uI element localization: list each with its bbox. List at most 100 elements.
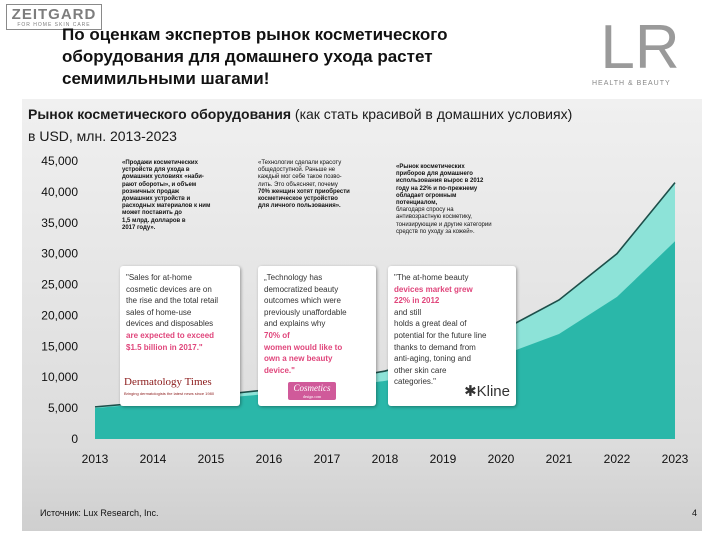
page-number: 4 <box>692 508 698 518</box>
card-line: thanks to demand from <box>394 342 476 352</box>
lr-logo-text: LR <box>600 13 679 72</box>
quote-note-ru: «Рынок косметических приборов для домашне… <box>396 164 520 236</box>
lr-subtitle: HEALTH & BEAUTY <box>592 80 671 87</box>
note-line: домашних условиях «наби- <box>122 174 204 181</box>
card-line: "The at-home beauty <box>394 273 469 282</box>
x-tick-label: 2018 <box>372 452 399 466</box>
quote-note-ru: «Продажи косметических устройств для уход… <box>122 160 240 232</box>
brand-name: Kline <box>476 383 510 401</box>
card-line: potential for the future line <box>394 330 487 340</box>
y-tick-label: 45,000 <box>41 154 78 168</box>
card-highlight-line: are expected to exceed <box>126 330 215 340</box>
note-line: каждый мог себе такое позво- <box>258 174 342 181</box>
note-line: лить. Это объясняет, почему <box>258 181 338 188</box>
brand-tagline: design.com <box>302 394 322 399</box>
logo-text: ZEITGARD <box>11 6 97 23</box>
note-line: благодаря спросу на <box>396 207 454 214</box>
dermatology-times-logo: Dermatology Times Bringing dermatologist… <box>124 375 216 400</box>
card-line: "Sales for at-home <box>126 273 192 282</box>
x-tick-label: 2014 <box>140 452 167 466</box>
card-line: devices and disposables <box>126 319 214 329</box>
note-line: «Технологии сделали красоту <box>258 160 342 166</box>
card-highlight-line: 22% in 2012 <box>394 296 440 306</box>
card-text: "The at-home beauty devices market grew 22… <box>394 272 510 388</box>
note-line: «Продажи косметических <box>122 160 198 166</box>
source-note: Источник: Lux Research, Inc. <box>40 508 159 518</box>
quote-card-cosmetics-design: „Technology has democratized beauty outcom… <box>258 266 376 406</box>
x-tick-label: 2015 <box>198 452 225 466</box>
x-tick-label: 2022 <box>604 452 631 466</box>
note-line: антивозрастную косметику, <box>396 214 472 221</box>
note-line: домашних устройств и <box>122 196 191 203</box>
kline-logo: ✱Kline <box>464 383 510 401</box>
title-line: оборудования для домашнего ухода растет <box>62 47 433 66</box>
chart-title-bold: Рынок косметического оборудования <box>28 106 292 122</box>
card-line: and explains why <box>264 319 326 329</box>
y-tick-label: 30,000 <box>41 247 78 261</box>
note-line: потенциалом, <box>396 200 438 207</box>
x-tick-label: 2023 <box>662 452 689 466</box>
note-line: косметическое устройство <box>258 196 338 203</box>
card-highlight-line: $1.5 billion in 2017." <box>126 342 203 352</box>
note-line: использования вырос в 2012 <box>396 178 484 185</box>
y-tick-label: 0 <box>71 432 78 446</box>
note-line: приборов для домашнего <box>396 171 473 178</box>
y-tick-label: 20,000 <box>41 308 78 322</box>
logo-subtext: FOR HOME SKIN CARE <box>17 22 91 28</box>
note-line: 2017 году». <box>122 224 156 231</box>
y-tick-label: 5,000 <box>48 401 78 415</box>
note-line: рают обороты», и объем <box>122 181 197 188</box>
note-line: году на 22% и по-прежнему <box>396 185 478 192</box>
card-line: anti-aging, toning and <box>394 354 471 364</box>
note-line: устройств для ухода в <box>122 167 190 174</box>
note-line: средств по уходу за кожей». <box>396 228 475 235</box>
brand-tagline: Bringing dermatologists the latest news … <box>124 391 215 397</box>
card-line: and still <box>394 307 422 317</box>
note-line: обладает огромным <box>396 192 457 199</box>
y-tick-label: 35,000 <box>41 216 78 230</box>
lr-logo: LR <box>600 13 679 72</box>
y-tick-label: 40,000 <box>41 185 78 199</box>
note-line: тонизирующие и другие категории <box>396 221 492 228</box>
brand-name: Cosmetics <box>293 383 331 393</box>
card-line: democratized beauty <box>264 284 339 294</box>
card-line: sales of home-use <box>126 307 192 317</box>
chart-subtitle: в USD, млн. 2013-2023 <box>28 128 177 144</box>
note-line: 1,5 млрд. долларов в <box>122 217 186 224</box>
brand-name: Dermatology Times <box>124 375 212 388</box>
card-highlight-line: 70% of <box>264 330 290 340</box>
quote-note-ru: «Технологии сделали красоту общедоступной… <box>258 160 380 210</box>
card-highlight-line: device." <box>264 365 295 375</box>
x-tick-label: 2016 <box>256 452 283 466</box>
x-tick-label: 2020 <box>488 452 515 466</box>
note-line: общедоступной. Раньше не <box>258 167 336 174</box>
chart-title: Рынок косметического оборудования (как с… <box>28 106 572 122</box>
card-highlight-line: own a new beauty <box>264 354 333 364</box>
card-line: outcomes which were <box>264 296 341 306</box>
card-text: "Sales for at-home cosmetic devices are o… <box>126 272 234 353</box>
card-highlight-line: women would like to <box>264 342 343 352</box>
series-area-base <box>95 241 675 439</box>
note-line: розничных продаж <box>122 188 180 195</box>
note-line: расходных материалов к ним <box>122 203 211 210</box>
card-line: categories." <box>394 377 436 387</box>
card-line: previously unaffordable <box>264 307 347 317</box>
x-tick-label: 2021 <box>546 452 573 466</box>
y-tick-label: 15,000 <box>41 339 78 353</box>
cosmetics-design-logo: Cosmetics design.com <box>288 382 336 400</box>
page-title: По оценкам экспертов рынок косметическог… <box>62 24 542 90</box>
card-line: „Technology has <box>264 273 323 282</box>
card-text: „Technology has democratized beauty outcom… <box>264 272 370 376</box>
title-line: По оценкам экспертов рынок косметическог… <box>62 25 448 44</box>
card-line: holds a great deal of <box>394 319 467 329</box>
zeitgard-logo: ZEITGARD FOR HOME SKIN CARE <box>6 4 102 30</box>
card-line: other skin care <box>394 365 447 375</box>
x-tick-label: 2019 <box>430 452 457 466</box>
y-tick-label: 10,000 <box>41 370 78 384</box>
quote-card-dermatology-times: "Sales for at-home cosmetic devices are o… <box>120 266 240 406</box>
note-line: 70% женщин хотят приобрести <box>258 188 350 195</box>
note-line: для личного пользования». <box>258 203 341 210</box>
chart-title-rest: (как стать красивой в домашних условиях) <box>291 106 573 122</box>
card-line: the rise and the total retail <box>126 296 219 306</box>
